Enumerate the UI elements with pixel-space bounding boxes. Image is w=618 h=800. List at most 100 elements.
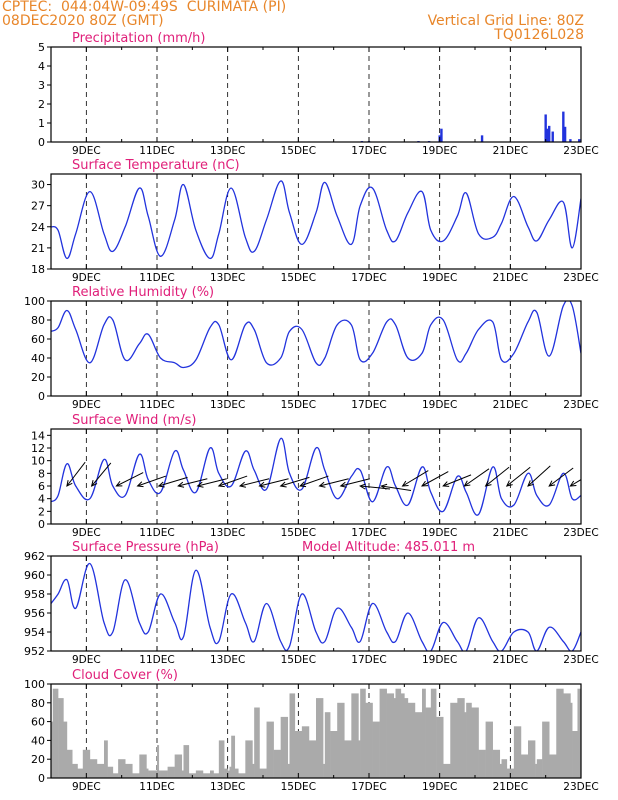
rh-x-tick-label: 21DEC xyxy=(493,399,528,411)
cloud-bar xyxy=(316,698,324,778)
pres-x-tick-label: 23DEC xyxy=(563,654,598,666)
wind-wind-arrow xyxy=(177,478,208,488)
pres-y-tick-label: 960 xyxy=(24,569,45,582)
pres-frame xyxy=(50,555,582,652)
wind-wind-arrow-shaft xyxy=(570,479,581,487)
pres-subtitle: Model Altitude: 485.011 m xyxy=(302,540,475,555)
cloud-bar xyxy=(386,693,395,778)
rh-x-tick-label: 9DEC xyxy=(72,399,101,411)
wind-wind-arrow-shaft xyxy=(527,465,551,487)
rh-title: Relative Humidity (%) xyxy=(72,285,214,300)
cloud-bar xyxy=(148,770,154,778)
pres-series-line xyxy=(51,562,581,651)
wind-wind-arrow-shaft xyxy=(137,475,167,487)
model-id-header: TQ0126L028 xyxy=(494,27,584,43)
temp-y-tick-label: 27 xyxy=(31,200,45,213)
cloud-bar xyxy=(89,759,98,778)
cloud-bar xyxy=(324,712,331,778)
cloud-bar xyxy=(425,707,432,778)
cloud-y-tick-label: 40 xyxy=(31,734,45,747)
precip-y-tick-label: 2 xyxy=(38,98,45,111)
rh-y-tick-label: 20 xyxy=(31,371,45,384)
precip-bar xyxy=(551,131,554,142)
pres-x-tick-label: 21DEC xyxy=(493,654,528,666)
wind-x-tick-label: 23DEC xyxy=(563,527,598,539)
rh-y-tick-label: 80 xyxy=(31,314,45,327)
cloud-bar xyxy=(252,763,255,778)
wind-wind-arrow-head xyxy=(196,481,204,488)
cloud-bar xyxy=(287,763,290,778)
wind-data xyxy=(51,437,581,516)
rh-y-tick-label: 40 xyxy=(31,352,45,365)
wind-wind-arrow-head xyxy=(279,481,287,488)
rh-x-tick-label: 23DEC xyxy=(563,399,598,411)
cloud-bar xyxy=(457,698,465,778)
cloud-bar xyxy=(379,688,387,778)
cloud-bar xyxy=(443,763,451,778)
rh-data xyxy=(51,301,581,369)
cloud-bar xyxy=(82,749,91,778)
precip-x-tick-label: 9DEC xyxy=(72,145,101,157)
wind-wind-arrow-shaft xyxy=(485,466,510,487)
wind-wind-arrow-head xyxy=(299,481,307,488)
wind-wind-arrow-head xyxy=(177,481,185,488)
cloud-frame xyxy=(50,683,582,779)
wind-wind-arrow xyxy=(258,478,289,488)
cloud-bar xyxy=(344,740,352,778)
wind-wind-arrow xyxy=(420,471,449,487)
wind-wind-arrow-shaft xyxy=(464,468,490,487)
wind-wind-arrow xyxy=(463,468,490,487)
wind-wind-arrow-head xyxy=(359,483,366,490)
wind-x-tick-label: 13DEC xyxy=(210,527,245,539)
temp-x-tick-label: 11DEC xyxy=(139,272,174,284)
cloud-bar xyxy=(167,766,175,778)
cloud-bar xyxy=(351,693,359,778)
cloud-bar xyxy=(372,721,380,778)
wind-wind-arrow-head xyxy=(401,480,409,487)
cloud-bar xyxy=(153,770,158,778)
cloud-x-tick-label: 21DEC xyxy=(493,781,528,793)
cloud-bar xyxy=(395,688,402,778)
cloud-bar xyxy=(542,721,550,778)
cloud-bar xyxy=(572,731,578,778)
cloud-bar xyxy=(330,731,338,778)
wind-wind-arrow xyxy=(217,475,248,488)
precip-bar xyxy=(562,111,565,142)
wind-x-tick-label: 21DEC xyxy=(493,527,528,539)
wind-wind-arrow xyxy=(196,478,227,488)
precip-bar xyxy=(546,128,549,142)
precip-panel: 0 1 2 3 4 5 9DEC 11DEC 13DEC 15DEC 17DEC 19DEC 21DEC… xyxy=(38,31,599,157)
wind-y-tick-label: 2 xyxy=(38,505,45,518)
cloud-bar xyxy=(158,770,161,778)
wind-x-tick-label: 9DEC xyxy=(72,527,101,539)
precip-x-tick-label: 19DEC xyxy=(422,145,457,157)
wind-wind-arrow-head xyxy=(258,481,266,488)
wind-wind-arrow-shaft xyxy=(506,466,531,487)
temp-x-tick-label: 17DEC xyxy=(351,272,386,284)
wind-wind-arrow-head xyxy=(569,480,577,487)
wind-title: Surface Wind (m/s) xyxy=(72,413,196,428)
cloud-bar xyxy=(213,773,220,778)
wind-wind-arrow xyxy=(442,474,472,487)
precip-y-tick-label: 1 xyxy=(38,117,45,130)
wind-wind-arrow xyxy=(115,472,144,487)
cloud-x-tick-label: 19DEC xyxy=(422,781,457,793)
pres-title: Surface Pressure (hPa) xyxy=(72,540,219,555)
cloud-bar xyxy=(414,712,423,778)
cloud-bar xyxy=(254,707,260,778)
wind-wind-arrow xyxy=(548,467,574,487)
wind-y-tick-label: 12 xyxy=(31,442,45,455)
cloud-bar xyxy=(125,763,133,778)
cloud-bar xyxy=(436,716,444,778)
wind-wind-arrow xyxy=(484,466,510,487)
temp-x-tick-label: 23DEC xyxy=(563,272,598,284)
wind-wind-arrow-head xyxy=(505,480,513,487)
cloud-bar xyxy=(549,754,557,778)
cloud-bar xyxy=(112,773,119,778)
cloud-bar xyxy=(464,712,467,778)
precip-frame xyxy=(50,46,582,143)
temp-y-tick-label: 21 xyxy=(31,242,45,255)
temp-x-tick-label: 21DEC xyxy=(493,272,528,284)
cloud-bar xyxy=(471,707,479,778)
precip-bar xyxy=(578,139,581,142)
